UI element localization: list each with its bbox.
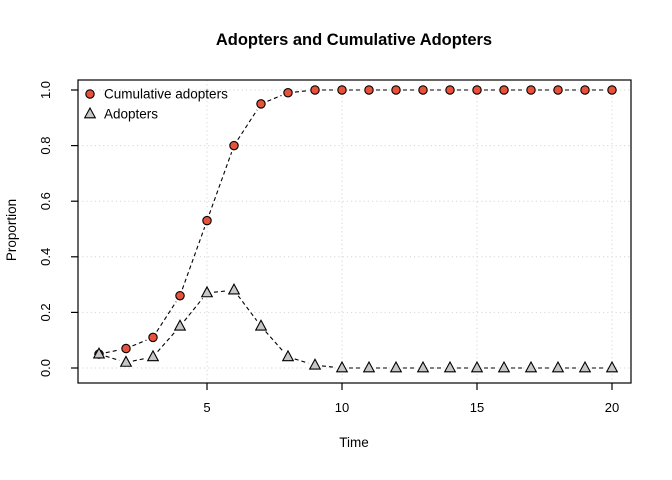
data-point-triangle	[146, 349, 160, 362]
y-axis-label: Proportion	[4, 199, 19, 261]
axes: 5 10 15 20 0.0 0.2 0.4 0.6 0.8 1.0	[38, 81, 619, 415]
series-line-triangle	[265, 331, 284, 352]
series-line-triangle	[105, 355, 120, 361]
series-line-circle	[132, 339, 147, 347]
data-point-triangle	[443, 360, 457, 373]
series-line-triangle	[132, 357, 147, 362]
series-line-circle	[208, 152, 233, 215]
y-tick-label: 0.0	[38, 359, 53, 377]
data-point-circle	[364, 85, 374, 95]
data-point-circle	[472, 85, 482, 95]
data-point-circle	[175, 290, 185, 301]
data-point-circle	[310, 85, 320, 95]
series-line-circle	[181, 227, 206, 290]
data-point-triangle	[335, 360, 349, 373]
data-point-triangle	[227, 283, 241, 295]
data-point-triangle	[524, 360, 538, 373]
data-point-circle	[256, 99, 266, 109]
data-point-triangle	[281, 349, 295, 362]
data-point-triangle	[416, 360, 430, 373]
legend-label-adopters: Adopters	[104, 107, 158, 122]
data-point-triangle	[92, 346, 106, 359]
legend-marker-cumulative-circle	[85, 89, 95, 99]
data-point-triangle	[308, 358, 322, 370]
x-tick-label: 5	[203, 400, 210, 415]
data-point-triangle	[254, 319, 268, 331]
data-point-circle	[229, 140, 239, 151]
series-line-circle	[105, 349, 120, 354]
data-point-circle	[553, 85, 563, 95]
data-point-circle	[526, 85, 536, 95]
series-line-triangle	[237, 295, 258, 322]
data-point-circle	[445, 85, 455, 95]
series-line-circle	[237, 109, 258, 141]
data-series	[92, 85, 619, 373]
x-axis-label: Time	[339, 435, 369, 450]
data-point-triangle	[389, 360, 403, 373]
data-point-circle	[499, 85, 509, 95]
data-point-triangle	[497, 360, 511, 373]
x-tick-label: 20	[605, 400, 619, 415]
data-point-triangle	[605, 360, 619, 373]
data-point-circle	[148, 332, 158, 343]
data-point-circle	[337, 85, 347, 95]
x-tick-label: 10	[335, 400, 349, 415]
gridlines	[78, 80, 631, 383]
data-point-circle	[283, 88, 293, 98]
legend: Cumulative adopters Adopters	[83, 87, 228, 122]
chart-title: Adopters and Cumulative Adopters	[216, 31, 492, 49]
data-point-triangle	[362, 360, 376, 373]
data-point-triangle	[119, 355, 133, 367]
data-point-circle	[202, 215, 212, 226]
y-tick-label: 0.4	[38, 248, 53, 266]
data-point-circle	[391, 85, 401, 95]
y-tick-label: 0.6	[38, 192, 53, 210]
data-point-triangle	[470, 360, 484, 373]
y-tick-label: 1.0	[38, 81, 53, 99]
y-tick-label: 0.2	[38, 303, 53, 321]
legend-marker-adopters-triangle	[83, 106, 97, 119]
data-point-circle	[580, 85, 590, 95]
series-line-circle	[156, 301, 177, 332]
data-point-triangle	[578, 360, 592, 373]
series-line-triangle	[157, 331, 176, 352]
series-line-triangle	[294, 358, 309, 364]
data-point-triangle	[551, 360, 565, 373]
data-point-circle	[607, 85, 617, 95]
series-line-circle	[267, 94, 282, 102]
legend-label-cumulative: Cumulative adopters	[104, 87, 228, 102]
x-tick-label: 15	[470, 400, 484, 415]
data-point-circle	[121, 343, 131, 354]
data-point-triangle	[200, 285, 214, 298]
y-tick-label: 0.8	[38, 137, 53, 155]
series-line-triangle	[183, 298, 204, 322]
data-point-triangle	[173, 319, 187, 331]
series-line-triangle	[213, 290, 228, 293]
series-line-circle	[294, 90, 309, 93]
plot-box	[77, 79, 632, 384]
series-line-triangle	[321, 365, 336, 368]
data-point-circle	[418, 85, 428, 95]
